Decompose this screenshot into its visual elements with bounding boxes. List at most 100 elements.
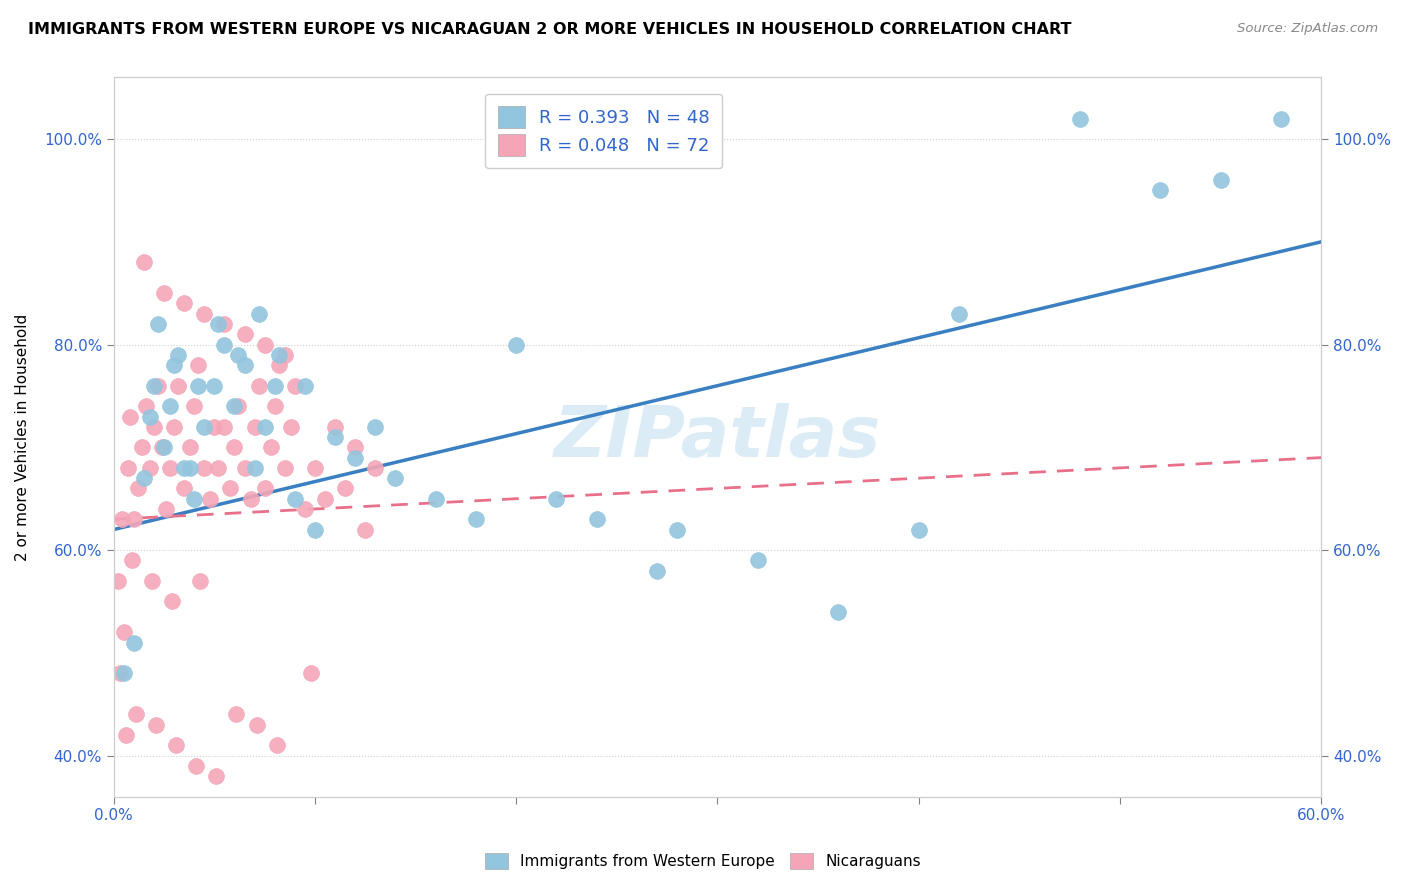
- Point: [214, 337, 236, 351]
- Point: [266, 739, 288, 753]
- Point: [1209, 173, 1232, 187]
- Point: [122, 512, 145, 526]
- Point: [274, 348, 297, 362]
- Point: [364, 461, 387, 475]
- Point: [260, 440, 283, 454]
- Point: [907, 523, 929, 537]
- Point: [253, 419, 276, 434]
- Point: [247, 307, 270, 321]
- Point: [139, 461, 162, 475]
- Point: [108, 666, 131, 681]
- Point: [159, 461, 181, 475]
- Point: [135, 399, 157, 413]
- Point: [141, 574, 163, 588]
- Point: [165, 739, 187, 753]
- Point: [243, 461, 266, 475]
- Point: [425, 491, 447, 506]
- Point: [207, 461, 229, 475]
- Point: [304, 461, 326, 475]
- Point: [364, 419, 387, 434]
- Point: [214, 317, 236, 331]
- Point: [146, 378, 169, 392]
- Point: [200, 491, 222, 506]
- Point: [142, 419, 165, 434]
- Point: [284, 378, 307, 392]
- Point: [585, 512, 607, 526]
- Point: [245, 718, 267, 732]
- Point: [127, 482, 149, 496]
- Point: [284, 491, 307, 506]
- Point: [294, 378, 316, 392]
- Point: [827, 605, 849, 619]
- Point: [294, 502, 316, 516]
- Point: [228, 399, 250, 413]
- Point: [219, 482, 242, 496]
- Point: [193, 419, 215, 434]
- Y-axis label: 2 or more Vehicles in Household: 2 or more Vehicles in Household: [15, 313, 30, 561]
- Point: [173, 461, 195, 475]
- Point: [122, 635, 145, 649]
- Legend: R = 0.393   N = 48, R = 0.048   N = 72: R = 0.393 N = 48, R = 0.048 N = 72: [485, 94, 723, 169]
- Point: [121, 553, 143, 567]
- Point: [224, 399, 246, 413]
- Point: [233, 327, 256, 342]
- Point: [186, 759, 208, 773]
- Point: [142, 378, 165, 392]
- Point: [187, 378, 209, 392]
- Point: [112, 666, 135, 681]
- Point: [163, 419, 186, 434]
- Point: [239, 491, 262, 506]
- Point: [132, 471, 155, 485]
- Point: [179, 461, 201, 475]
- Point: [747, 553, 769, 567]
- Point: [131, 440, 153, 454]
- Point: [202, 419, 225, 434]
- Point: [153, 440, 176, 454]
- Point: [263, 378, 285, 392]
- Point: [139, 409, 162, 424]
- Point: [193, 461, 215, 475]
- Point: [173, 482, 195, 496]
- Text: Source: ZipAtlas.com: Source: ZipAtlas.com: [1237, 22, 1378, 36]
- Point: [1149, 184, 1171, 198]
- Point: [160, 594, 183, 608]
- Point: [253, 482, 276, 496]
- Point: [344, 440, 367, 454]
- Point: [267, 358, 290, 372]
- Point: [145, 718, 167, 732]
- Point: [263, 399, 285, 413]
- Point: [314, 491, 336, 506]
- Point: [150, 440, 173, 454]
- Point: [253, 337, 276, 351]
- Point: [205, 769, 228, 783]
- Point: [125, 707, 148, 722]
- Point: [354, 523, 377, 537]
- Point: [114, 728, 136, 742]
- Point: [187, 358, 209, 372]
- Legend: Immigrants from Western Europe, Nicaraguans: Immigrants from Western Europe, Nicaragu…: [479, 847, 927, 875]
- Point: [233, 358, 256, 372]
- Point: [207, 317, 229, 331]
- Point: [155, 502, 177, 516]
- Point: [1069, 112, 1091, 126]
- Point: [111, 512, 134, 526]
- Point: [384, 471, 406, 485]
- Point: [323, 430, 346, 444]
- Point: [645, 564, 668, 578]
- Point: [188, 574, 211, 588]
- Point: [299, 666, 322, 681]
- Point: [344, 450, 367, 465]
- Point: [666, 523, 689, 537]
- Point: [228, 348, 250, 362]
- Point: [224, 440, 246, 454]
- Point: [159, 399, 181, 413]
- Point: [546, 491, 568, 506]
- Point: [193, 307, 215, 321]
- Point: [167, 348, 190, 362]
- Point: [146, 317, 169, 331]
- Point: [118, 409, 141, 424]
- Text: ZIPatlas: ZIPatlas: [554, 402, 882, 472]
- Point: [183, 399, 205, 413]
- Point: [1270, 112, 1292, 126]
- Point: [267, 348, 290, 362]
